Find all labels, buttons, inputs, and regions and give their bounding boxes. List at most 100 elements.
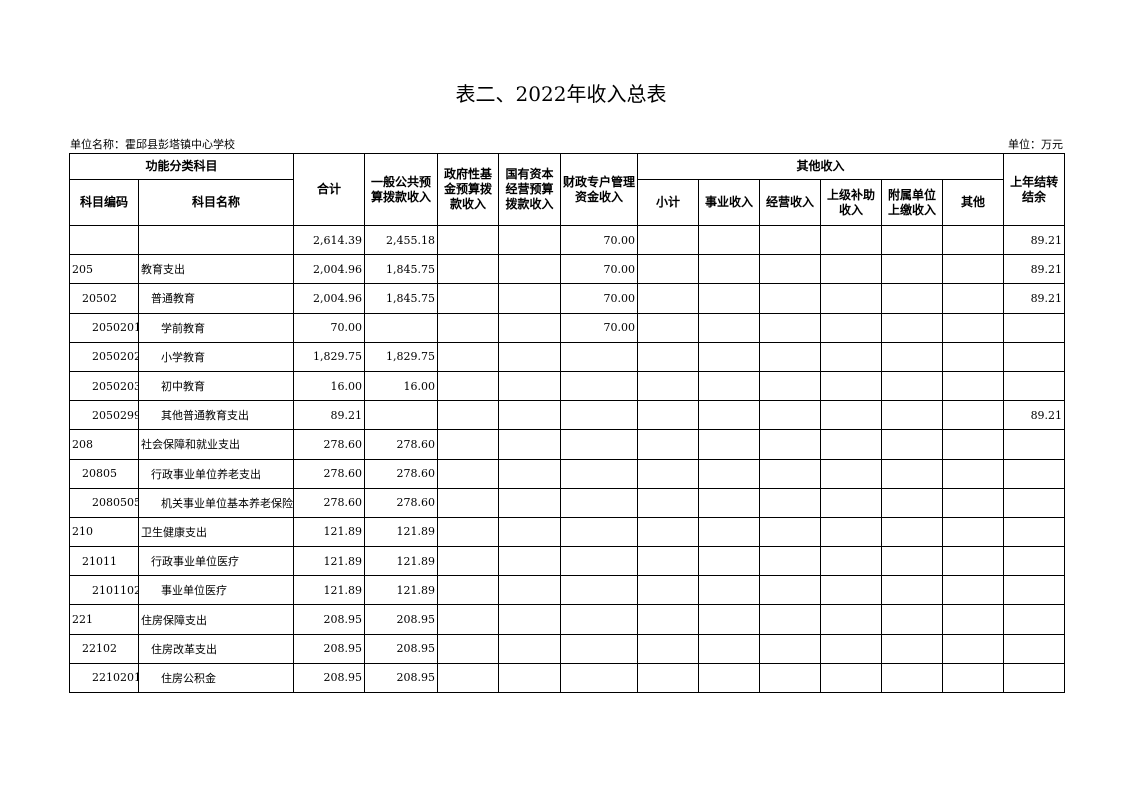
table-cell: 121.89	[293, 546, 366, 577]
table-cell	[560, 516, 639, 548]
table-cell	[881, 604, 944, 635]
table-cell: 121.89	[364, 546, 439, 577]
table-cell: 205	[69, 254, 139, 285]
table-cell	[759, 429, 822, 460]
table-cell: 2,004.96	[293, 283, 366, 314]
table-cell	[498, 487, 562, 518]
table-cell	[637, 429, 700, 460]
table-cell	[820, 283, 883, 314]
table-row: 20502 普通教育 2,004.96 1,845.75 70.00 89.21	[69, 283, 1066, 314]
header-cell: 科目名称	[137, 179, 295, 226]
table-cell	[437, 429, 500, 460]
table-row: 221 住房保障支出 208.95 208.95	[69, 604, 1066, 635]
table-cell	[560, 546, 639, 577]
table-cell	[698, 487, 761, 518]
table-cell	[637, 487, 700, 518]
table-cell: 70.00	[560, 283, 639, 314]
table-cell	[942, 312, 1005, 343]
table-cell: 教育支出	[137, 254, 295, 285]
table-cell	[698, 575, 761, 606]
table-cell	[881, 254, 944, 285]
header-cell: 上年结转结余	[1003, 153, 1066, 226]
income-table: 功能分类科目 合计 一般公共预算拨款收入 政府性基金预算拨款收入 国有资本经营预…	[68, 153, 1066, 694]
table-cell	[1003, 429, 1066, 460]
table-cell: 89.21	[293, 400, 366, 431]
table-row: 2050202 小学教育 1,829.75 1,829.75	[69, 341, 1066, 372]
table-cell	[942, 400, 1005, 431]
table-cell	[698, 633, 761, 664]
table-row: 2050203 初中教育 16.00 16.00	[69, 370, 1066, 402]
table-cell	[498, 662, 562, 694]
table-cell	[881, 458, 944, 489]
table-cell: 121.89	[364, 516, 439, 548]
table-cell	[942, 458, 1005, 489]
table-cell	[942, 254, 1005, 285]
table-cell: 210	[69, 516, 139, 548]
table-cell: 121.89	[293, 516, 366, 548]
table-cell	[942, 604, 1005, 635]
table-row: 2210201 住房公积金 208.95 208.95	[69, 662, 1066, 694]
table-cell: 初中教育	[137, 370, 295, 402]
table-cell	[560, 458, 639, 489]
table-cell	[942, 662, 1005, 694]
table-cell	[698, 224, 761, 256]
table-cell: 89.21	[1003, 400, 1066, 431]
table-cell	[820, 662, 883, 694]
table-cell	[69, 224, 139, 256]
table-cell	[1003, 487, 1066, 518]
table-cell: 208.95	[293, 633, 366, 664]
table-cell	[437, 516, 500, 548]
table-cell	[1003, 458, 1066, 489]
table-cell	[759, 254, 822, 285]
table-cell	[1003, 662, 1066, 694]
table-cell	[759, 224, 822, 256]
table-cell: 2,004.96	[293, 254, 366, 285]
table-cell	[942, 516, 1005, 548]
table-cell	[759, 341, 822, 372]
table-cell	[364, 312, 439, 343]
header-row: 功能分类科目 合计 一般公共预算拨款收入 政府性基金预算拨款收入 国有资本经营预…	[68, 153, 1066, 226]
table-cell: 卫生健康支出	[137, 516, 295, 548]
table-cell: 16.00	[364, 370, 439, 402]
table-cell: 221	[69, 604, 139, 635]
table-cell	[698, 458, 761, 489]
table-cell	[942, 546, 1005, 577]
table-cell: 2,455.18	[364, 224, 439, 256]
table-cell	[1003, 633, 1066, 664]
table-cell	[560, 341, 639, 372]
table-cell	[759, 633, 822, 664]
table-cell	[881, 575, 944, 606]
table-cell	[437, 487, 500, 518]
table-cell	[820, 400, 883, 431]
table-cell: 278.60	[364, 429, 439, 460]
table-cell	[881, 400, 944, 431]
table-cell: 70.00	[560, 254, 639, 285]
header-cell: 政府性基金预算拨款收入	[437, 153, 500, 226]
table-cell: 1,829.75	[293, 341, 366, 372]
table-cell	[498, 400, 562, 431]
table-cell	[698, 341, 761, 372]
table-cell	[498, 546, 562, 577]
header-cell: 其他	[942, 179, 1005, 226]
table-cell: 278.60	[293, 458, 366, 489]
table-cell	[560, 429, 639, 460]
table-cell	[759, 312, 822, 343]
table-cell	[560, 633, 639, 664]
table-cell	[759, 370, 822, 402]
table-row: 2050201 学前教育 70.00 70.00	[69, 312, 1066, 343]
table-cell	[820, 633, 883, 664]
table-cell	[1003, 516, 1066, 548]
table-cell: 20502	[69, 283, 139, 314]
table-cell	[881, 516, 944, 548]
table-body: 2,614.39 2,455.18 70.00 89.21 205 教育支出 2,004.9…	[69, 224, 1066, 694]
table-cell	[637, 224, 700, 256]
table-cell: 22102	[69, 633, 139, 664]
table-cell	[637, 516, 700, 548]
table-cell	[437, 458, 500, 489]
table-cell: 208	[69, 429, 139, 460]
table-cell	[1003, 312, 1066, 343]
table-cell: 208.95	[364, 662, 439, 694]
table-cell	[637, 341, 700, 372]
table-cell	[698, 254, 761, 285]
table-cell	[498, 341, 562, 372]
